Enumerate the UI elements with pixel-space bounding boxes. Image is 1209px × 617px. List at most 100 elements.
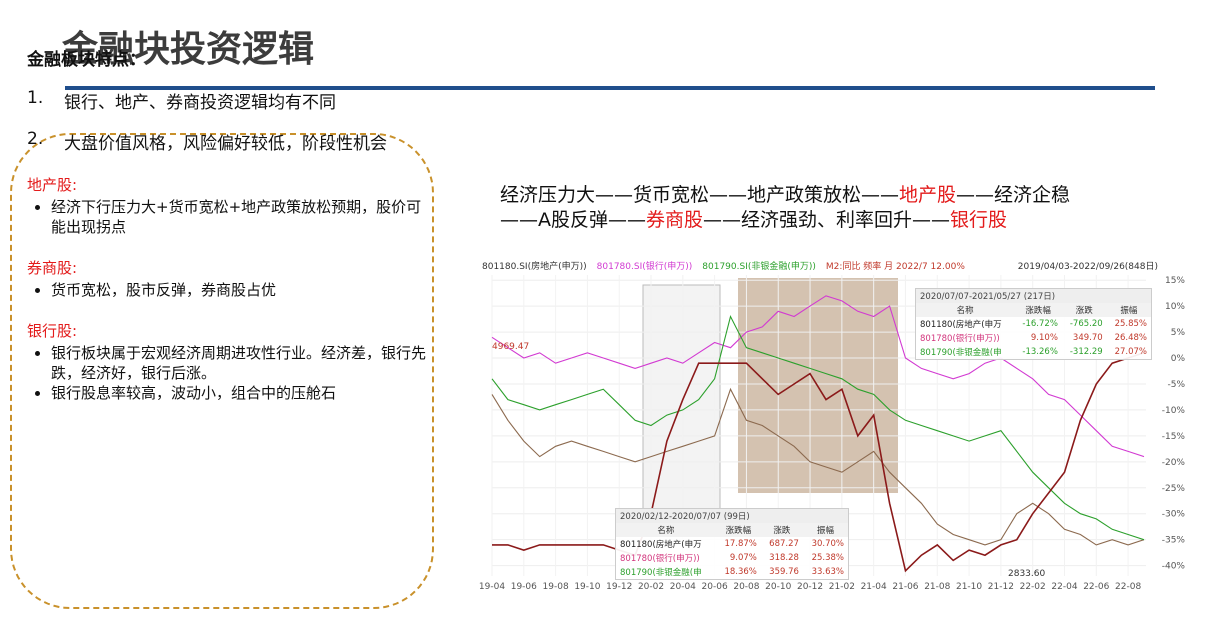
row: 801790(非银金融(申 -13.26% -312.29 27.07% [916, 345, 1151, 359]
bullet-list: 货币宽松，股市反弹，券商股占优 [27, 280, 427, 300]
logic-highlight: 券商股 [646, 209, 704, 231]
header-cell: 涨跌幅 [1014, 303, 1062, 317]
date-range: 2019/04/03-2022/09/26(848日) [1018, 261, 1158, 272]
section-title: 地产股: [27, 176, 78, 194]
legend-entry: 801790.SI(非银金融(申万)) [702, 260, 816, 272]
x-tick-label: 19-12 [606, 582, 632, 592]
cell: 687.27 [769, 539, 799, 549]
cell: 9.07% [729, 553, 757, 563]
table-title: 2020/07/07-2021/05/27 (217日) [916, 289, 1151, 303]
series-line [491, 314, 1145, 541]
logic-text: ——经济强劲、利率回升—— [703, 209, 951, 231]
bullet-list: 经济下行压力大+货币宽松+地产政策放松预期，股价可能出现拐点 [27, 197, 427, 237]
x-tick-label: 22-06 [1083, 582, 1109, 592]
header-row: 名称 涨跌幅 涨跌 振幅 [616, 523, 848, 537]
point: 2. 大盘价值风格，风险偏好较低，阶段性机会 [27, 129, 427, 154]
cell: 9.10% [1030, 333, 1058, 343]
series-line [492, 352, 1145, 573]
indicator: M2:同比 频率 月 2022/7 12.00% [826, 260, 965, 272]
stats-table: 2020/07/07-2021/05/27 (217日) 名称 涨跌幅 涨跌 振幅 801… [915, 288, 1152, 360]
x-tick-label: 21-10 [956, 582, 982, 592]
y-tick-label: 15% [1165, 276, 1185, 286]
cell: 25.38% [811, 553, 844, 563]
x-tick-label: 22-04 [1051, 582, 1077, 592]
y-tick-label: -10% [1162, 406, 1186, 416]
row: 801180(房地产(申万 17.87% 687.27 30.70% [616, 537, 848, 551]
header-cell: 涨跌 [760, 523, 803, 537]
cell: 26.48% [1114, 333, 1147, 343]
cell: -13.26% [1022, 347, 1058, 357]
x-tick-label: 19-08 [543, 582, 569, 592]
bullet: 银行板块属于宏观经济周期进攻性行业。经济差，银行先跌，经济好，银行后涨。 [51, 343, 427, 383]
cell: 359.76 [769, 567, 799, 577]
x-tick-label: 20-06 [702, 582, 728, 592]
cell: 349.70 [1072, 333, 1103, 343]
cell: 318.28 [769, 553, 799, 563]
series-line [491, 387, 1145, 546]
cell: 27.07% [1114, 347, 1147, 357]
header-cell: 名称 [616, 523, 716, 537]
title-rule [65, 86, 1155, 90]
bullet-list: 银行板块属于宏观经济周期进攻性行业。经济差，银行先跌，经济好，银行后涨。银行股息… [27, 343, 427, 403]
x-tick-label: 19-10 [574, 582, 600, 592]
legend-entry: 801180.SI(房地产(申万)) [482, 260, 587, 272]
x-tick-label: 21-04 [861, 582, 887, 592]
x-tick-label: 21-06 [892, 582, 918, 592]
table-title: 2020/02/12-2020/07/07 (99日) [616, 509, 848, 523]
point-number: 1. [27, 88, 44, 108]
cell: 801790(非银金融(申 [920, 348, 1002, 358]
cell: 18.36% [724, 567, 757, 577]
x-tick-label: 22-02 [1020, 582, 1046, 592]
logic-text: ——经济企稳——A股反弹—— [500, 184, 1071, 231]
point-text: 银行、地产、券商投资逻辑均有不同 [64, 93, 336, 113]
x-tick-label: 21-08 [924, 582, 950, 592]
point-number: 2. [27, 129, 44, 149]
point: 1. 银行、地产、券商投资逻辑均有不同 [27, 88, 427, 113]
cell: 33.63% [811, 567, 844, 577]
y-tick-label: 5% [1171, 328, 1186, 338]
panel-heading: 金融板块特点： [27, 50, 146, 70]
cell: -765.20 [1069, 319, 1103, 329]
logic-highlight: 银行股 [950, 209, 1008, 231]
x-tick-label: 20-08 [733, 582, 759, 592]
cell: 801180(房地产(申万 [920, 320, 1002, 330]
chart: 15% 10% 5% 0% -5% -10% -15% -20% -25% -30% -35% -40… [479, 260, 1186, 592]
y-tick-label: -40% [1162, 562, 1186, 572]
x-tick-label: 20-12 [797, 582, 823, 592]
cell: 17.87% [724, 539, 757, 549]
header-cell: 名称 [916, 303, 1015, 317]
header-row: 名称 涨跌幅 涨跌 振幅 [916, 303, 1151, 317]
cell: 801780(银行(申万)) [620, 554, 700, 564]
title: 金融块投资逻辑 [62, 29, 315, 70]
x-tick-label: 20-04 [670, 582, 696, 592]
cell: 25.85% [1114, 319, 1147, 329]
cell: 30.70% [811, 539, 844, 549]
table: 名称 涨跌幅 涨跌 振幅 801180(房地产(申万 -16.72% -765.20 25.8… [916, 303, 1151, 359]
y-tick-label: -20% [1162, 458, 1186, 468]
section-title: 券商股: [27, 259, 78, 277]
logic-text: 经济压力大——货币宽松——地产政策放松—— [500, 184, 900, 206]
cell: 801180(房地产(申万 [620, 540, 702, 550]
row: 801180(房地产(申万 -16.72% -765.20 25.85% [916, 317, 1151, 331]
x-tick-label: 19-04 [479, 582, 505, 592]
header-cell: 涨跌 [1061, 303, 1107, 317]
legend-entry: 801780.SI(银行(申万)) [597, 260, 693, 272]
panel: 金融板块特点： 1. 银行、地产、券商投资逻辑均有不同 2. 大盘价值风格，风险偏好较… [27, 45, 427, 403]
header-cell: 涨跌幅 [715, 523, 761, 537]
cell: 801790(非银金融(申 [620, 568, 702, 578]
panel-frame [10, 133, 434, 609]
x-tick-label: 20-02 [638, 582, 664, 592]
stats-table: 2020/02/12-2020/07/07 (99日) 名称 涨跌幅 涨跌 振幅 8011… [615, 508, 849, 580]
header-cell: 振幅 [1106, 303, 1151, 317]
y-tick-label: -30% [1162, 510, 1186, 520]
points: 1. 银行、地产、券商投资逻辑均有不同 2. 大盘价值风格，风险偏好较低，阶段性机会 [27, 88, 427, 154]
period-shade [642, 284, 721, 516]
table: 名称 涨跌幅 涨跌 振幅 801180(房地产(申万 17.87% 687.27 30.70%… [616, 523, 848, 579]
y-tick-label: -5% [1167, 380, 1185, 390]
x-tick-label: 21-02 [829, 582, 855, 592]
chart-box: 15% 10% 5% 0% -5% -10% -15% -20% -25% -30% -35% -40… [478, 258, 1190, 598]
cell: -312.29 [1069, 347, 1103, 357]
annotation: 2833.60 [1008, 569, 1045, 579]
section-title: 银行股: [27, 322, 78, 340]
